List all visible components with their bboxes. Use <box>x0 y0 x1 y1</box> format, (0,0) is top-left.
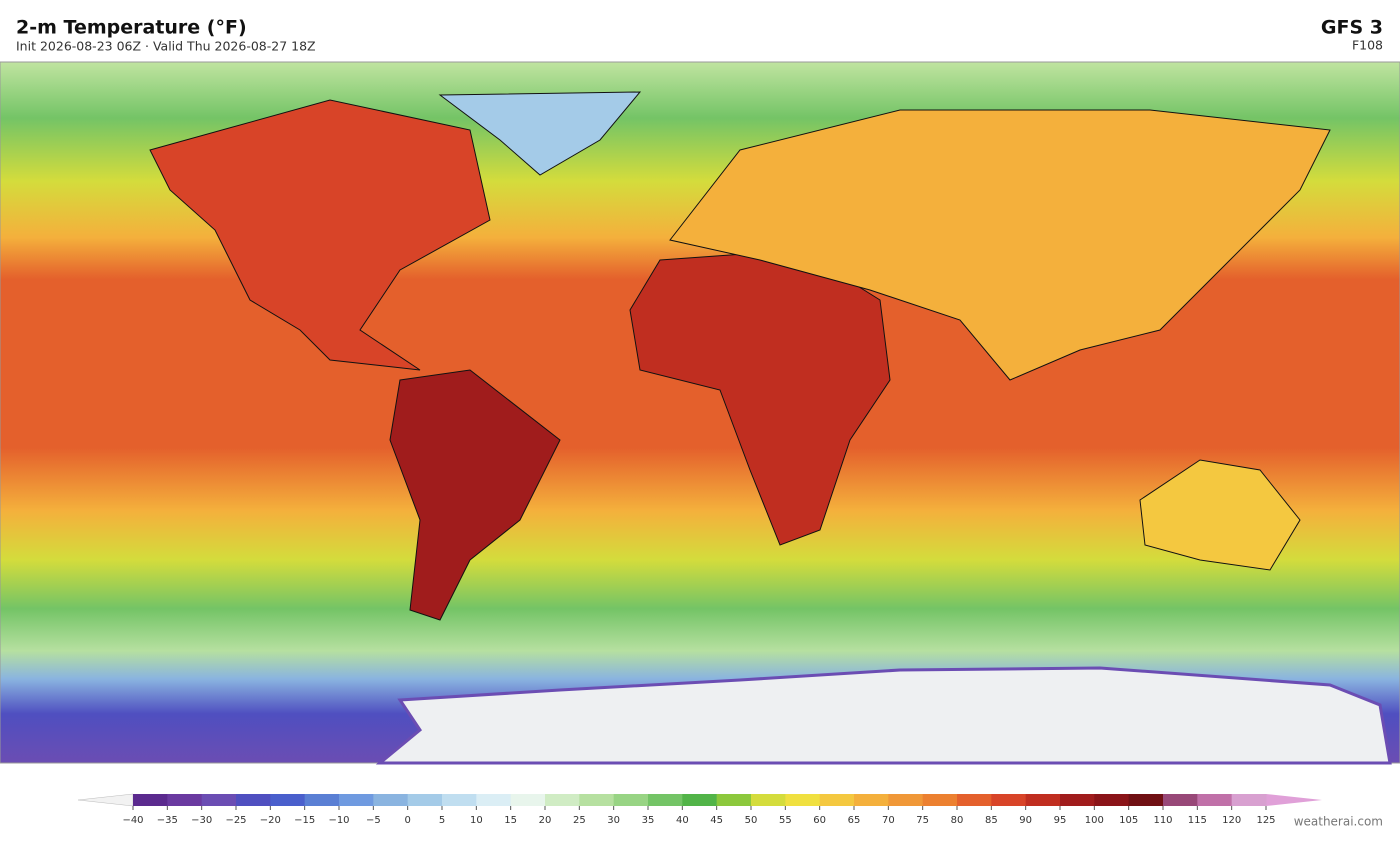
colorbar-tick-label: 70 <box>882 815 895 826</box>
colorbar-bin <box>270 794 306 806</box>
colorbar-tick-label: −10 <box>328 815 349 826</box>
colorbar-bin <box>407 794 443 806</box>
colorbar-bin <box>1163 794 1198 806</box>
colorbar-tick-label: −30 <box>191 815 212 826</box>
eurasia <box>669 109 1331 381</box>
title: 2-m Temperature (°F) <box>16 17 247 39</box>
colorbar-bin <box>819 794 855 806</box>
colorbar-tick-label: 80 <box>951 815 964 826</box>
colorbar-tick-label: 95 <box>1054 815 1067 826</box>
colorbar-tick-label: −35 <box>157 815 178 826</box>
colorbar-tick-label: 0 <box>404 815 410 826</box>
antarctica <box>375 666 1392 765</box>
colorbar-over <box>1266 794 1322 806</box>
colorbar-bin <box>201 794 237 806</box>
colorbar-bin <box>1197 794 1233 806</box>
colorbar-tick-label: 105 <box>1119 815 1138 826</box>
colorbar-tick-label: 55 <box>779 815 792 826</box>
colorbar-bin <box>957 794 992 806</box>
colorbar-bin <box>716 794 752 806</box>
colorbar-tick-label: −40 <box>122 815 143 826</box>
colorbar-tick-label: 100 <box>1085 815 1104 826</box>
colorbar-tick-label: 125 <box>1256 815 1275 826</box>
colorbar-bin <box>339 794 374 806</box>
colorbar-bin <box>888 794 924 806</box>
colorbar-bin <box>133 794 168 806</box>
colorbar-bin <box>579 794 615 806</box>
colorbar-bin <box>1025 794 1061 806</box>
colorbar-tick-label: 10 <box>470 815 483 826</box>
subtitle: Init 2026-08-23 06Z · Valid Thu 2026-08-… <box>16 39 316 54</box>
colorbar-tick-label: 40 <box>676 815 689 826</box>
colorbar-tick-label: 110 <box>1153 815 1172 826</box>
colorbar-bin <box>236 794 271 806</box>
colorbar-tick-label: 50 <box>745 815 758 826</box>
colorbar-bin <box>167 794 203 806</box>
colorbar-bin <box>991 794 1027 806</box>
colorbar-bin <box>1094 794 1130 806</box>
map <box>0 61 1400 765</box>
colorbar-bin <box>854 794 889 806</box>
colorbar-tick-label: 120 <box>1222 815 1241 826</box>
colorbar-tick-label: 20 <box>539 815 552 826</box>
colorbar-bin <box>1060 794 1095 806</box>
forecast-hour: F108 <box>1352 38 1383 53</box>
africa <box>629 249 891 546</box>
colorbar-bin <box>682 794 718 806</box>
colorbar-bin <box>510 794 546 806</box>
colorbar-tick-label: 45 <box>710 815 723 826</box>
north-america <box>149 99 491 371</box>
colorbar-tick-label: 35 <box>642 815 655 826</box>
colorbar-tick-label: 5 <box>439 815 445 826</box>
model-name: GFS 3 <box>1321 17 1383 39</box>
colorbar-bin <box>304 794 340 806</box>
colorbar-bin <box>922 794 958 806</box>
colorbar-bin <box>648 794 683 806</box>
colorbar-tick-label: −20 <box>260 815 281 826</box>
colorbar-bin <box>613 794 649 806</box>
colorbar-bin <box>1128 794 1164 806</box>
colorbar-tick-label: −5 <box>366 815 381 826</box>
colorbar-tick-label: 25 <box>573 815 586 826</box>
colorbar-tick-label: 75 <box>916 815 929 826</box>
colorbar-bin <box>476 794 512 806</box>
colorbar-tick-label: 60 <box>813 815 826 826</box>
colorbar-bin <box>442 794 477 806</box>
colorbar-tick-label: 90 <box>1019 815 1032 826</box>
colorbar-tick-label: 30 <box>607 815 620 826</box>
colorbar-tick-label: −25 <box>225 815 246 826</box>
colorbar: −40 −35 −30 −25 −20 −15 −10 −5 0 5 10 15 20 25 30 35 40 4… <box>77 793 1322 826</box>
south-america <box>389 369 561 621</box>
australia <box>1139 459 1301 571</box>
colorbar-tick-label: 85 <box>985 815 998 826</box>
colorbar-bin <box>785 794 821 806</box>
greenland <box>438 91 642 176</box>
colorbar-bin <box>1231 794 1267 806</box>
watermark: weatherai.com <box>1294 815 1383 829</box>
colorbar-tick-label: 65 <box>848 815 861 826</box>
colorbar-bin <box>545 794 580 806</box>
colorbar-under <box>77 793 134 807</box>
colorbar-tick-label: 115 <box>1188 815 1207 826</box>
colorbar-bin <box>373 794 409 806</box>
colorbar-tick-label: 15 <box>504 815 517 826</box>
colorbar-bin <box>751 794 786 806</box>
colorbar-tick-label: −15 <box>294 815 315 826</box>
